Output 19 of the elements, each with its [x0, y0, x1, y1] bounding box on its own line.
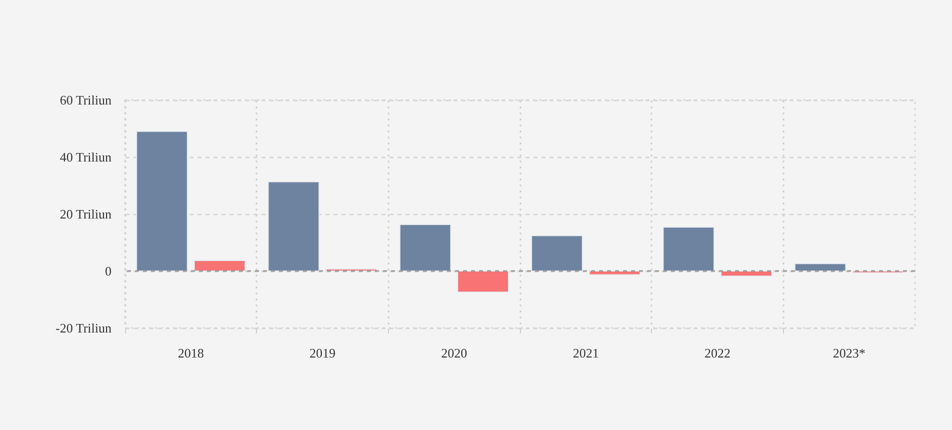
y-tick-label: -20 Triliun — [56, 320, 112, 336]
bar — [399, 224, 452, 272]
x-tick-label: 2022 — [704, 346, 730, 360]
bar — [662, 226, 715, 272]
bar — [268, 181, 320, 272]
y-tick-label: 0 — [105, 264, 112, 278]
x-tick-label: 2019 — [310, 346, 336, 360]
x-tick-label: 2020 — [441, 346, 468, 360]
x-tick-label: 2018 — [178, 346, 204, 360]
x-tick-label: 2021 — [572, 346, 599, 360]
bar — [531, 235, 583, 272]
y-tick-label: 60 Triliun — [60, 92, 112, 108]
bar — [136, 130, 188, 272]
y-tick-label: 40 Triliun — [60, 150, 112, 164]
bar — [457, 270, 509, 293]
x-tick-label: 2023* — [832, 346, 866, 360]
bar — [194, 260, 246, 272]
bar — [794, 263, 846, 272]
y-tick-label: 20 Triliun — [60, 206, 112, 222]
